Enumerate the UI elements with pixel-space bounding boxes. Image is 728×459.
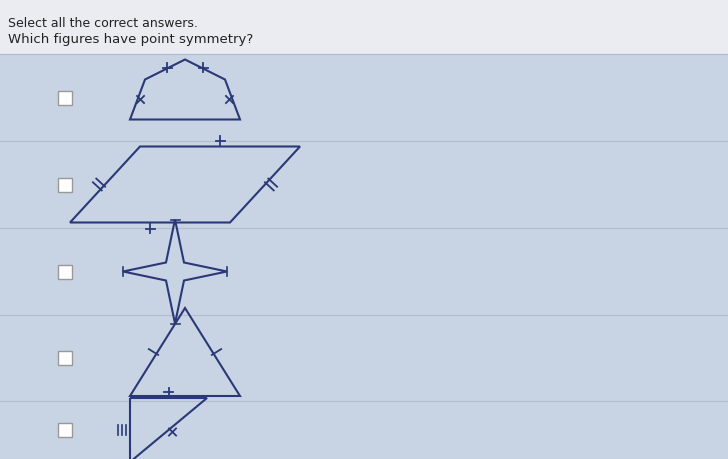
Bar — [58, 265, 72, 279]
Bar — [0, 55, 728, 142]
Bar — [58, 351, 72, 365]
Bar — [58, 423, 72, 437]
Bar — [0, 401, 728, 459]
Bar — [58, 178, 72, 192]
Text: Select all the correct answers.: Select all the correct answers. — [8, 17, 198, 30]
Bar — [0, 315, 728, 401]
Bar — [0, 142, 728, 229]
Bar — [0, 0, 728, 55]
Bar — [0, 229, 728, 315]
Bar — [58, 91, 72, 105]
Text: Which figures have point symmetry?: Which figures have point symmetry? — [8, 33, 253, 46]
